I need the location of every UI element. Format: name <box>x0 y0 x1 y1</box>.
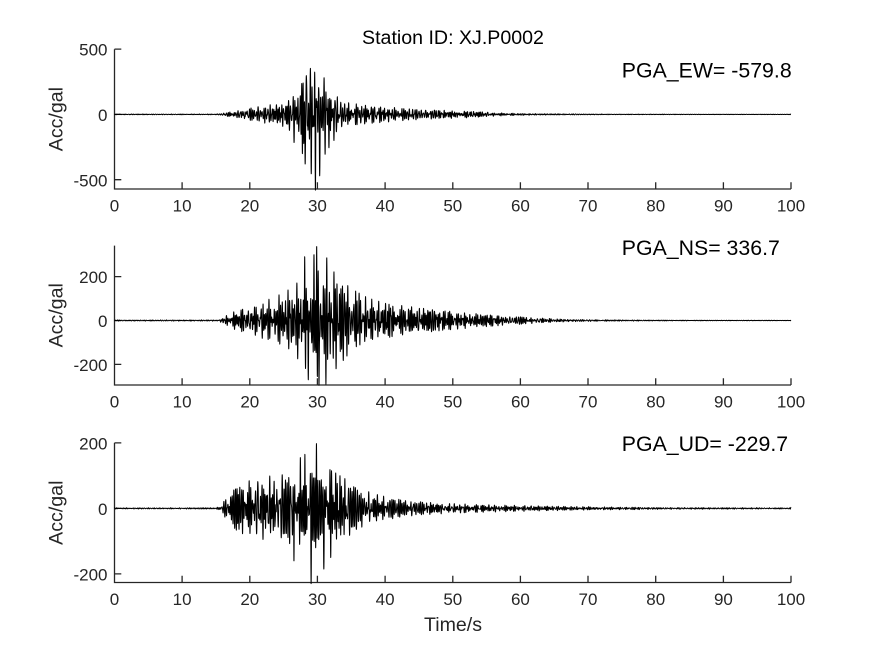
svg-text:70: 70 <box>579 197 598 216</box>
svg-text:50: 50 <box>443 590 462 609</box>
svg-text:90: 90 <box>714 393 733 412</box>
svg-text:0: 0 <box>98 106 107 125</box>
svg-text:0: 0 <box>98 500 107 519</box>
svg-text:0: 0 <box>110 197 119 216</box>
svg-text:40: 40 <box>376 393 395 412</box>
svg-text:40: 40 <box>376 197 395 216</box>
svg-text:20: 20 <box>240 197 259 216</box>
svg-text:10: 10 <box>173 393 192 412</box>
svg-text:30: 30 <box>308 590 327 609</box>
svg-text:70: 70 <box>579 590 598 609</box>
svg-text:500: 500 <box>79 41 107 60</box>
svg-text:10: 10 <box>173 590 192 609</box>
svg-text:80: 80 <box>646 393 665 412</box>
svg-text:20: 20 <box>240 393 259 412</box>
svg-text:80: 80 <box>646 197 665 216</box>
svg-text:10: 10 <box>173 197 192 216</box>
svg-text:Acc/gal: Acc/gal <box>45 481 67 545</box>
svg-text:100: 100 <box>777 590 805 609</box>
svg-text:30: 30 <box>308 197 327 216</box>
svg-text:90: 90 <box>714 590 733 609</box>
svg-text:PGA_UD= -229.7: PGA_UD= -229.7 <box>622 432 788 456</box>
svg-text:80: 80 <box>646 590 665 609</box>
svg-text:200: 200 <box>79 268 107 287</box>
svg-text:-200: -200 <box>73 356 107 375</box>
svg-text:0: 0 <box>98 312 107 331</box>
svg-text:40: 40 <box>376 590 395 609</box>
svg-text:0: 0 <box>110 590 119 609</box>
svg-text:50: 50 <box>443 197 462 216</box>
svg-text:60: 60 <box>511 590 530 609</box>
svg-text:100: 100 <box>777 197 805 216</box>
svg-text:60: 60 <box>511 393 530 412</box>
svg-text:70: 70 <box>579 393 598 412</box>
svg-text:Station ID: XJ.P0002: Station ID: XJ.P0002 <box>362 27 544 49</box>
svg-text:-500: -500 <box>73 171 107 190</box>
svg-text:100: 100 <box>777 393 805 412</box>
svg-text:0: 0 <box>110 393 119 412</box>
svg-text:Time/s: Time/s <box>424 614 482 636</box>
svg-text:20: 20 <box>240 590 259 609</box>
svg-text:60: 60 <box>511 197 530 216</box>
svg-text:200: 200 <box>79 435 107 454</box>
svg-text:50: 50 <box>443 393 462 412</box>
svg-text:90: 90 <box>714 197 733 216</box>
svg-text:PGA_EW= -579.8: PGA_EW= -579.8 <box>622 58 792 82</box>
svg-text:Acc/gal: Acc/gal <box>45 283 67 347</box>
svg-text:-200: -200 <box>73 566 107 585</box>
svg-text:30: 30 <box>308 393 327 412</box>
svg-text:PGA_NS= 336.7: PGA_NS= 336.7 <box>622 236 780 260</box>
svg-text:Acc/gal: Acc/gal <box>45 87 67 151</box>
